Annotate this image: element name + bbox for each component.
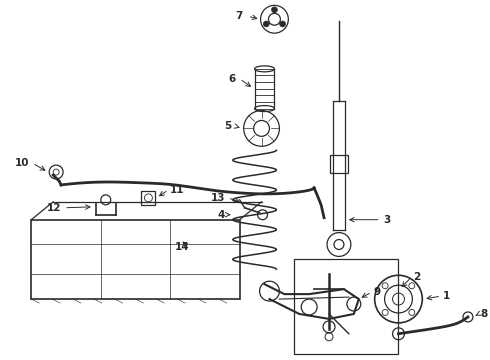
Text: 10: 10 [15, 158, 29, 168]
Bar [330, 155, 348, 173]
Text: 1: 1 [443, 291, 450, 301]
Circle shape [271, 7, 277, 13]
Text: 3: 3 [384, 215, 391, 225]
Circle shape [263, 21, 270, 27]
Text: 14: 14 [175, 243, 190, 252]
Text: 12: 12 [47, 203, 61, 213]
Circle shape [280, 21, 286, 27]
Text: 2: 2 [414, 272, 420, 282]
Bar [31, 220, 240, 299]
Text: 6: 6 [228, 74, 236, 84]
Text: 8: 8 [481, 309, 488, 319]
Bar [294, 260, 398, 354]
Text: 4: 4 [218, 210, 225, 220]
Text: 5: 5 [224, 121, 232, 131]
Text: 7: 7 [235, 11, 243, 21]
Text: 9: 9 [374, 287, 381, 297]
Text: 13: 13 [210, 193, 225, 203]
Text: 11: 11 [170, 185, 185, 195]
Bar [142, 191, 155, 205]
